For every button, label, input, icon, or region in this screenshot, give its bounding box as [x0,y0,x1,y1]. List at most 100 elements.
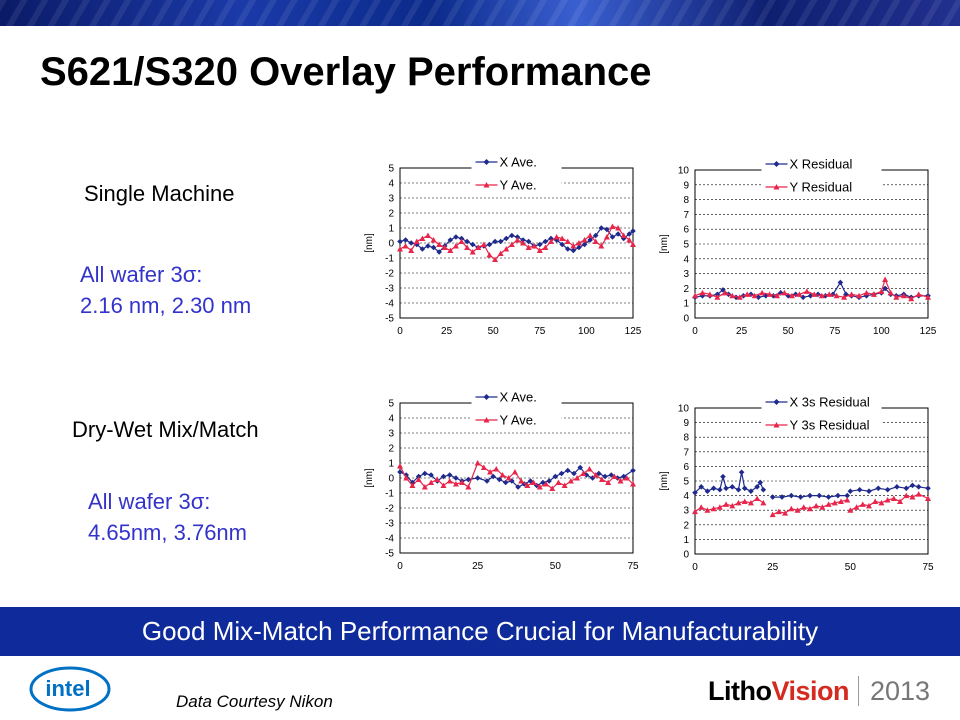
y-tick-label: 5 [683,477,689,488]
data-point [925,485,931,492]
data-point [553,234,560,240]
x-tick-label: 75 [627,561,639,572]
data-point [779,494,785,500]
data-point [870,291,877,297]
data-point [592,232,599,239]
data-point [436,249,442,255]
data-point [782,510,789,516]
top-banner [0,0,960,26]
y-tick-label: 3 [683,506,689,517]
data-point [421,484,428,490]
data-point [486,241,493,248]
data-point [806,505,813,512]
x-tick-label: 125 [920,326,937,337]
data-point [717,486,723,493]
data-point [527,478,534,484]
data-point [540,479,546,486]
y-tick-label: 2 [388,209,394,220]
data-point [524,482,531,488]
row1-stat-line1: All wafer 3σ: [80,262,203,287]
data-point [720,473,726,480]
data-point [909,482,916,489]
data-courtesy: Data Courtesy Nikon [176,692,333,711]
x-tick-label: 75 [534,326,546,337]
data-point [436,241,443,247]
data-point [459,479,466,485]
data-point [537,241,543,248]
legend-marker [483,394,490,400]
data-point [800,504,807,510]
legend-marker [773,422,780,428]
data-point [447,247,454,253]
y-tick-label: 0 [388,239,394,250]
data-point [587,237,593,243]
data-point [430,237,437,243]
data-point [408,247,415,253]
data-point [503,246,510,252]
row2-stat: All wafer 3σ: 4.65nm, 3.76nm [88,486,247,548]
y-tick-label: 4 [683,491,689,502]
lithovision-logo: LithoVision [708,676,850,707]
data-point [847,507,854,513]
y-tick-label: -1 [385,489,394,500]
data-point [430,244,437,251]
data-point [583,472,590,478]
y-tick-label: 8 [683,433,689,444]
y-tick-label: -3 [385,284,394,295]
data-point [760,486,767,493]
data-point [788,292,795,299]
data-point [452,481,459,487]
data-point [408,240,414,246]
data-point [571,470,577,477]
row1-stat-line2: 2.16 nm, 2.30 nm [80,293,252,318]
data-point [592,238,599,244]
data-point [835,492,841,499]
data-point [609,234,616,240]
y-tick-label: 7 [683,210,689,221]
data-point [575,240,582,246]
legend-label: Y Residual [790,180,853,195]
data-point [518,478,525,484]
legend-marker [773,399,780,405]
y-tick-label: -1 [385,254,394,265]
data-point [710,505,717,512]
data-point [397,246,403,252]
x-tick-label: 0 [397,326,403,337]
data-point [723,485,729,492]
data-point [813,502,820,509]
data-point [844,492,851,499]
y-tick-label: 4 [388,414,394,425]
logo-divider [858,676,859,706]
y-tick-label: 5 [388,399,394,410]
data-point [890,495,897,502]
data-point [825,494,832,500]
row2-stat-line1: All wafer 3σ: [88,489,211,514]
data-point [741,498,748,504]
x-tick-label: 50 [845,562,857,573]
y-axis-label: [nm] [364,468,375,488]
data-point [908,295,915,302]
y-tick-label: -4 [385,299,394,310]
data-point [580,470,587,476]
y-tick-label: 9 [683,418,689,429]
data-point [833,292,840,299]
legend-label: X Ave. [500,155,537,170]
y-tick-label: 0 [683,314,689,325]
data-point [781,289,788,296]
data-point [509,232,515,239]
x-tick-label: 100 [578,326,595,337]
data-point [403,475,410,481]
data-point [611,473,618,479]
legend-label: X 3s Residual [790,395,870,410]
data-point [838,498,845,504]
data-point [440,482,447,488]
data-point [475,244,482,250]
data-point [807,492,813,499]
slide-title: S621/S320 Overlay Performance [40,50,652,94]
data-point [698,484,705,490]
data-point [716,504,723,510]
data-point [452,243,459,249]
data-point [558,470,565,477]
data-point [900,292,907,299]
